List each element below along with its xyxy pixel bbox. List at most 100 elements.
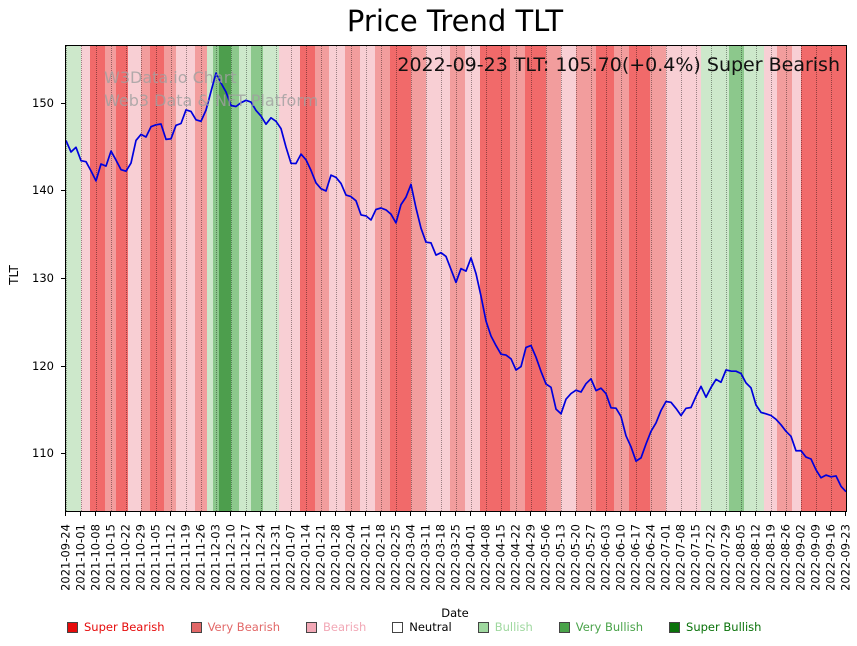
sentiment-band-super_bearish	[525, 46, 546, 511]
chart-title: Price Trend TLT	[346, 4, 564, 38]
sentiment-band-super_bearish	[90, 46, 105, 511]
plot-area: W3Data.io Chart Web3 Data & NFT Platform…	[65, 45, 847, 512]
x-tick-label: 2022-02-18	[373, 524, 388, 591]
sentiment-band-bearish	[175, 46, 195, 511]
x-tick-label: 2021-10-15	[103, 524, 118, 591]
x-tick-mark	[395, 512, 396, 516]
watermark: W3Data.io Chart Web3 Data & NFT Platform	[104, 66, 318, 112]
x-tick-mark	[635, 512, 636, 516]
legend-swatch	[669, 621, 681, 633]
x-tick-label: 2022-06-10	[613, 524, 628, 591]
sentiment-band-very_bearish	[315, 46, 329, 511]
x-tick-label: 2022-02-04	[343, 524, 358, 591]
gridline	[156, 46, 157, 511]
x-tick-mark	[380, 512, 381, 516]
x-tick-label: 2022-05-20	[568, 524, 583, 591]
x-tick-mark	[575, 512, 576, 516]
gridline	[456, 46, 457, 511]
gridline	[336, 46, 337, 511]
legend-label: Bearish	[323, 620, 367, 634]
x-tick-mark	[425, 512, 426, 516]
gridline	[576, 46, 577, 511]
x-tick-label: 2022-09-09	[808, 524, 823, 591]
x-tick-mark	[605, 512, 606, 516]
sentiment-band-bearish	[279, 46, 300, 511]
x-tick-label: 2022-05-06	[538, 524, 553, 591]
x-tick-mark	[590, 512, 591, 516]
x-tick-label: 2021-09-24	[58, 524, 73, 591]
legend-item-bullish: Bullish	[477, 620, 533, 634]
gridline	[531, 46, 532, 511]
gridline	[846, 46, 847, 511]
legend: Super Bearish Very Bearish Bearish Neutral B…	[67, 620, 761, 634]
sentiment-band-super_bearish	[595, 46, 614, 511]
sentiment-band-bullish	[700, 46, 729, 511]
gridline	[711, 46, 712, 511]
x-tick-label: 2022-07-08	[673, 524, 688, 591]
gridline	[381, 46, 382, 511]
x-tick-mark	[290, 512, 291, 516]
x-tick-mark	[110, 512, 111, 516]
sentiment-band-bullish	[262, 46, 279, 511]
x-tick-label: 2021-12-10	[223, 524, 238, 591]
sentiment-band-super_bearish	[300, 46, 315, 511]
gridline	[246, 46, 247, 511]
y-tick-mark	[61, 277, 65, 279]
x-tick-mark	[185, 512, 186, 516]
legend-label: Very Bullish	[575, 620, 644, 634]
x-tick-mark	[455, 512, 456, 516]
gridline	[261, 46, 262, 511]
gridline	[801, 46, 802, 511]
x-tick-mark	[410, 512, 411, 516]
gridline	[186, 46, 187, 511]
sentiment-band-very_bearish	[510, 46, 525, 511]
x-tick-label: 2021-11-12	[163, 524, 178, 591]
x-tick-mark	[140, 512, 141, 516]
x-tick-label: 2021-10-08	[88, 524, 103, 591]
legend-label: Neutral	[409, 620, 452, 634]
x-tick-mark	[245, 512, 246, 516]
y-tick-label: 140	[32, 183, 54, 198]
gridline	[666, 46, 667, 511]
x-tick-mark	[680, 512, 681, 516]
x-tick-label: 2022-05-13	[553, 524, 568, 591]
x-tick-label: 2022-04-22	[508, 524, 523, 591]
sentiment-band-very_bearish	[546, 46, 561, 511]
sentiment-band-bearish	[792, 46, 801, 511]
sentiment-band-super_bearish	[390, 46, 411, 511]
x-tick-label: 2022-03-25	[448, 524, 463, 591]
sentiment-band-bullish	[207, 46, 213, 511]
sentiment-band-very_bearish	[195, 46, 207, 511]
y-tick-label: 110	[32, 446, 54, 461]
x-tick-label: 2022-04-08	[478, 524, 493, 591]
x-tick-mark	[305, 512, 306, 516]
sentiment-band-bearish	[426, 46, 450, 511]
legend-label: Very Bearish	[207, 620, 281, 634]
gridline	[831, 46, 832, 511]
sentiment-band-very_bearish	[613, 46, 629, 511]
gridline	[66, 46, 67, 511]
x-tick-label: 2022-05-27	[583, 524, 598, 591]
gridline	[621, 46, 622, 511]
x-tick-label: 2022-03-11	[418, 524, 433, 591]
sentiment-band-bearish	[328, 46, 345, 511]
gridline	[171, 46, 172, 511]
x-tick-mark	[260, 512, 261, 516]
sentiment-band-very_bearish	[345, 46, 360, 511]
x-tick-label: 2022-09-23	[838, 524, 853, 591]
x-tick-mark	[350, 512, 351, 516]
gridline	[486, 46, 487, 511]
legend-item-super-bearish: Super Bearish	[67, 620, 165, 634]
x-tick-label: 2022-09-02	[793, 524, 808, 591]
x-tick-mark	[65, 512, 66, 516]
sentiment-band-very_bearish	[163, 46, 176, 511]
x-tick-mark	[230, 512, 231, 516]
x-tick-label: 2022-06-24	[643, 524, 658, 591]
sentiment-band-bullish	[66, 46, 81, 511]
x-tick-label: 2021-10-01	[73, 524, 88, 591]
sentiment-band-very_bearish	[411, 46, 426, 511]
gridline	[756, 46, 757, 511]
sentiment-band-super_bearish	[801, 46, 846, 511]
x-tick-label: 2022-08-05	[733, 524, 748, 591]
legend-label: Super Bullish	[686, 620, 762, 634]
